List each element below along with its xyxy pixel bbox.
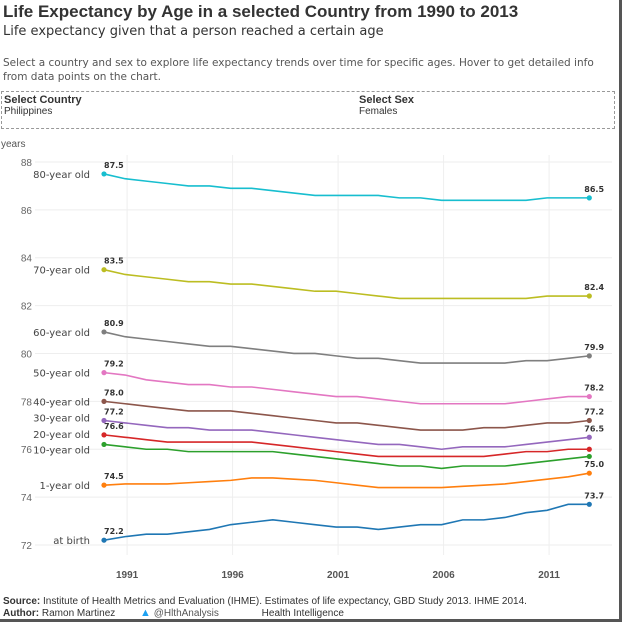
y-tick-label: 72 xyxy=(21,541,33,552)
data-label: 80.9 xyxy=(104,319,124,328)
data-point[interactable] xyxy=(101,537,107,543)
data-label: 74.5 xyxy=(104,472,124,481)
data-label: 72.2 xyxy=(104,527,124,536)
y-tick-label: 76 xyxy=(21,445,33,456)
source-line: Source: Institute of Health Metrics and … xyxy=(3,596,615,607)
x-tick-label: 2006 xyxy=(432,570,455,581)
data-point[interactable] xyxy=(101,432,107,438)
data-point[interactable] xyxy=(586,393,592,400)
series-name-label: 20-year old xyxy=(33,430,90,441)
page-subtitle: Life expectancy given that a person reac… xyxy=(3,24,384,39)
series-line[interactable] xyxy=(103,331,590,364)
author-name: Ramon Martinez xyxy=(41,608,116,619)
country-filter-label: Select Country xyxy=(4,94,82,106)
series-name-label: 70-year old xyxy=(33,266,90,277)
data-label: 76.5 xyxy=(584,424,604,433)
y-tick-label: 88 xyxy=(21,158,33,169)
twitter-bird-icon: ▲ xyxy=(140,607,151,619)
page-title: Life Expectancy by Age in a selected Cou… xyxy=(3,2,519,21)
series-name-label: 40-year old xyxy=(33,397,90,408)
series-line[interactable] xyxy=(103,173,590,202)
twitter-handle[interactable]: @HlthAnalysis xyxy=(153,608,219,619)
sex-filter-label: Select Sex xyxy=(359,94,415,106)
series-line[interactable] xyxy=(103,434,590,458)
data-point[interactable] xyxy=(586,470,592,476)
country-filter[interactable]: Select Country Philippines xyxy=(4,94,82,117)
data-point[interactable] xyxy=(101,370,107,376)
series-line[interactable] xyxy=(103,503,590,542)
x-tick-label: 2001 xyxy=(327,570,350,581)
data-point[interactable] xyxy=(586,417,592,424)
x-tick-label: 2011 xyxy=(538,570,560,581)
data-label: 75.0 xyxy=(584,460,604,469)
data-point[interactable] xyxy=(101,267,107,273)
data-point[interactable] xyxy=(101,441,107,448)
author-line: Author: Ramon Martinez ▲ @HlthAnalysis H… xyxy=(3,607,615,619)
series-line[interactable] xyxy=(103,419,590,451)
series-name-label: 50-year old xyxy=(33,369,90,380)
series-line[interactable] xyxy=(103,371,590,405)
data-point[interactable] xyxy=(101,171,107,177)
y-tick-label: 80 xyxy=(21,349,33,360)
data-point[interactable] xyxy=(101,329,107,335)
series-name-label: 30-year old xyxy=(33,414,90,425)
data-point[interactable] xyxy=(101,482,107,488)
data-point[interactable] xyxy=(586,195,592,201)
data-point[interactable] xyxy=(101,398,107,404)
filter-panel: Select Country Philippines Select Sex Fe… xyxy=(1,91,615,129)
series-name-label: at birth xyxy=(53,536,90,547)
x-tick-label: 1991 xyxy=(116,570,139,581)
y-tick-label: 82 xyxy=(21,302,33,313)
data-point[interactable] xyxy=(586,353,592,359)
data-point[interactable] xyxy=(101,417,107,424)
y-tick-label: 74 xyxy=(21,493,33,504)
sex-filter[interactable]: Select Sex Females xyxy=(359,94,414,117)
x-tick-label: 1996 xyxy=(221,570,244,581)
data-label: 77.2 xyxy=(584,408,604,417)
source-label: Source: xyxy=(3,596,41,607)
series-name-label: 1-year old xyxy=(39,481,90,492)
series-line[interactable] xyxy=(103,472,590,489)
data-label: 73.7 xyxy=(584,491,604,500)
series-line[interactable] xyxy=(103,443,590,470)
data-point[interactable] xyxy=(586,446,592,452)
data-label: 86.5 xyxy=(584,185,604,194)
data-point[interactable] xyxy=(586,434,592,440)
author-label: Author: xyxy=(3,608,40,619)
data-label: 76.6 xyxy=(104,422,124,431)
data-label: 78.0 xyxy=(104,388,124,397)
data-label: 77.2 xyxy=(104,408,124,417)
country-filter-value[interactable]: Philippines xyxy=(4,106,53,117)
y-tick-label: 86 xyxy=(21,206,33,217)
series-line[interactable] xyxy=(103,268,590,300)
source-text: Institute of Health Metrics and Evaluati… xyxy=(43,596,527,607)
data-label: 83.5 xyxy=(104,257,124,266)
line-chart: 72 74 76 78 80 82 84 86 88 1991 1996 2001 2006 2011 87… xyxy=(21,155,612,581)
series-name-label: 80-year old xyxy=(33,170,90,181)
data-label: 82.4 xyxy=(584,283,604,292)
series-line[interactable] xyxy=(103,400,590,431)
y-axis-label: years xyxy=(1,139,26,150)
y-tick-label: 84 xyxy=(21,254,33,265)
data-label: 87.5 xyxy=(104,161,124,170)
org-name: Health Intelligence xyxy=(261,608,344,619)
data-label: 78.2 xyxy=(584,384,604,393)
series-name-label: 60-year old xyxy=(33,328,90,339)
data-label: 79.2 xyxy=(104,360,124,369)
data-point[interactable] xyxy=(586,453,592,460)
y-tick-label: 78 xyxy=(21,397,33,408)
series-name-label: 10-year old xyxy=(33,445,90,456)
data-label: 79.9 xyxy=(584,343,604,352)
data-point[interactable] xyxy=(586,501,592,507)
data-point[interactable] xyxy=(586,293,592,299)
description: Select a country and sex to explore life… xyxy=(3,57,594,83)
sex-filter-value[interactable]: Females xyxy=(359,106,398,117)
